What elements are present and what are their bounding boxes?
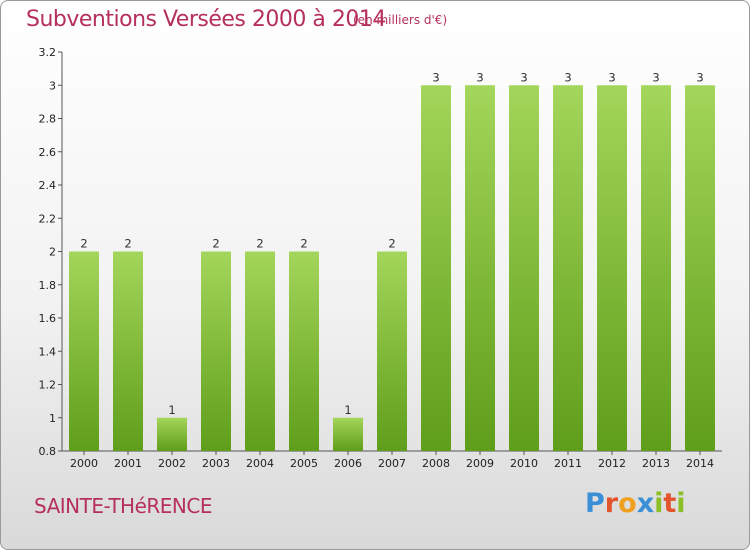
x-tick-label: 2013 — [642, 457, 670, 470]
bar-2007 — [377, 251, 407, 451]
y-tick-label: 1.8 — [39, 279, 57, 292]
bar-2012 — [597, 85, 627, 451]
y-tick-label: 2.8 — [39, 113, 57, 126]
chart-axes: 0.8 1 1.2 1.4 1.6 1.8 2 2.2 2.4 2.6 2.8 3 3.2 2000 200… — [39, 46, 722, 470]
bar-2009 — [465, 85, 495, 451]
data-label-2013: 3 — [652, 70, 659, 84]
logo-letter: P — [585, 488, 605, 519]
logo-letter: i — [676, 488, 686, 519]
x-tick-label: 2011 — [554, 457, 582, 470]
logo-letter: o — [618, 488, 637, 519]
logo-letter: x — [636, 488, 655, 519]
chart-bars — [69, 85, 715, 451]
bar-2013 — [641, 85, 671, 451]
bar-2002 — [157, 417, 187, 451]
data-label-2006: 1 — [344, 403, 351, 417]
data-label-2011: 3 — [564, 70, 571, 84]
chart-title: Subventions Versées 2000 à 2014 — [26, 7, 386, 32]
y-tick-label: 1 — [49, 412, 56, 425]
data-label-2008: 3 — [432, 70, 439, 84]
x-tick-label: 2008 — [422, 457, 450, 470]
chart-subtitle: (en milliers d'€) — [353, 13, 448, 27]
data-label-2004: 2 — [256, 237, 263, 251]
data-label-2007: 2 — [388, 237, 395, 251]
bar-2005 — [289, 251, 319, 451]
proxiti-logo: Proxiti — [585, 488, 686, 519]
x-tick-label: 2003 — [202, 457, 230, 470]
x-tick-label: 2000 — [70, 457, 98, 470]
bar-2014 — [685, 85, 715, 451]
y-tick-label: 2.4 — [39, 179, 57, 192]
bar-2004 — [245, 251, 275, 451]
bar-2008 — [421, 85, 451, 451]
logo-letter: r — [604, 488, 619, 519]
chart-data-labels: 2 2 1 2 2 2 1 2 3 3 3 3 3 3 3 — [80, 70, 703, 417]
y-tick-label: 2 — [49, 246, 56, 259]
y-tick-label: 1.6 — [39, 312, 57, 325]
logo-letter: i — [654, 488, 664, 519]
x-tick-label: 2004 — [246, 457, 274, 470]
y-tick-label: 2.2 — [39, 212, 57, 225]
x-tick-label: 2012 — [598, 457, 626, 470]
y-tick-label: 3.2 — [39, 46, 57, 59]
y-tick-label: 3 — [49, 79, 56, 92]
data-label-2002: 1 — [168, 403, 175, 417]
bar-2010 — [509, 85, 539, 451]
data-label-2003: 2 — [212, 237, 219, 251]
x-tick-label: 2010 — [510, 457, 538, 470]
x-tick-label: 2002 — [158, 457, 186, 470]
data-label-2014: 3 — [696, 70, 703, 84]
bar-2001 — [113, 251, 143, 451]
y-tick-label: 1.2 — [39, 379, 57, 392]
bar-2006 — [333, 417, 363, 451]
x-tick-label: 2014 — [686, 457, 714, 470]
data-label-2012: 3 — [608, 70, 615, 84]
data-label-2009: 3 — [476, 70, 483, 84]
x-tick-label: 2005 — [290, 457, 318, 470]
data-label-2000: 2 — [80, 237, 87, 251]
commune-name: SAINTE-THéRENCE — [34, 494, 213, 518]
bar-2011 — [553, 85, 583, 451]
data-label-2001: 2 — [124, 237, 131, 251]
logo-letter: t — [663, 488, 677, 519]
bar-2000 — [69, 251, 99, 451]
y-tick-label: 0.8 — [39, 445, 57, 458]
x-tick-label: 2006 — [334, 457, 362, 470]
y-tick-label: 1.4 — [39, 345, 57, 358]
data-label-2005: 2 — [300, 237, 307, 251]
x-tick-label: 2001 — [114, 457, 142, 470]
bar-2003 — [201, 251, 231, 451]
x-tick-label: 2009 — [466, 457, 494, 470]
x-tick-label: 2007 — [378, 457, 406, 470]
data-label-2010: 3 — [520, 70, 527, 84]
y-tick-label: 2.6 — [39, 146, 57, 159]
